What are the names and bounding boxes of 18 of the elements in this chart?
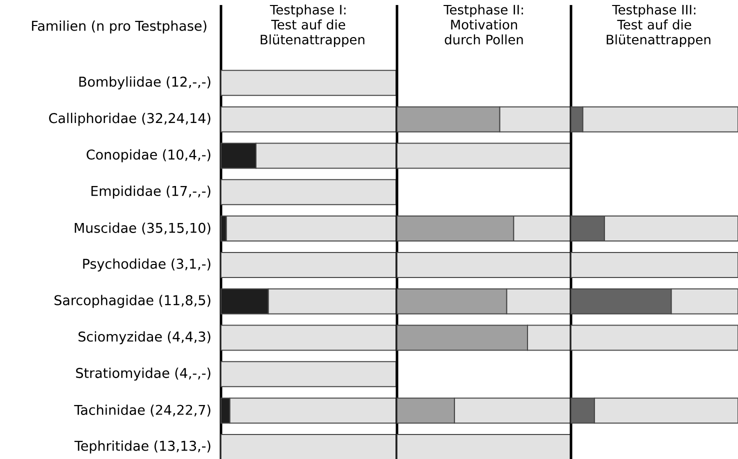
y-tick-label: Sciomyzidae (4,4,3)	[78, 331, 210, 344]
y-tick-label: Calliphoridae (32,24,14)	[49, 112, 210, 126]
y-tick-label: Sarcophagidae (11,8,5)	[54, 294, 210, 308]
y-tick-label: Conopidae (10,4,-)	[86, 149, 210, 162]
chart-title: Testphase II: Motivation durch Pollen	[444, 4, 523, 44]
y-axis-title: Familien (n pro Testphase)	[32, 20, 206, 34]
y-tick-label: Tephritidae (13,13,-)	[74, 440, 210, 454]
y-tick-label: Empididae (17,-,-)	[91, 186, 210, 199]
chart-title: Testphase I: Test auf die Blütenattrappen	[260, 4, 364, 47]
y-tick-label: Bombyliidae (12,-,-)	[79, 76, 210, 90]
y-tick-label: Tachinidae (24,22,7)	[74, 404, 210, 417]
chart-title: Testphase III: Test auf die Blütenattrappen	[606, 4, 710, 47]
y-tick-label: Psychodidae (3,1,-)	[83, 258, 210, 272]
bar	[220, 361, 397, 388]
y-tick-label: Stratiomyidae (4,-,-)	[76, 368, 210, 381]
bar	[220, 179, 397, 206]
bar	[220, 70, 397, 96]
y-tick-label: Muscidae (35,15,10)	[74, 222, 210, 235]
